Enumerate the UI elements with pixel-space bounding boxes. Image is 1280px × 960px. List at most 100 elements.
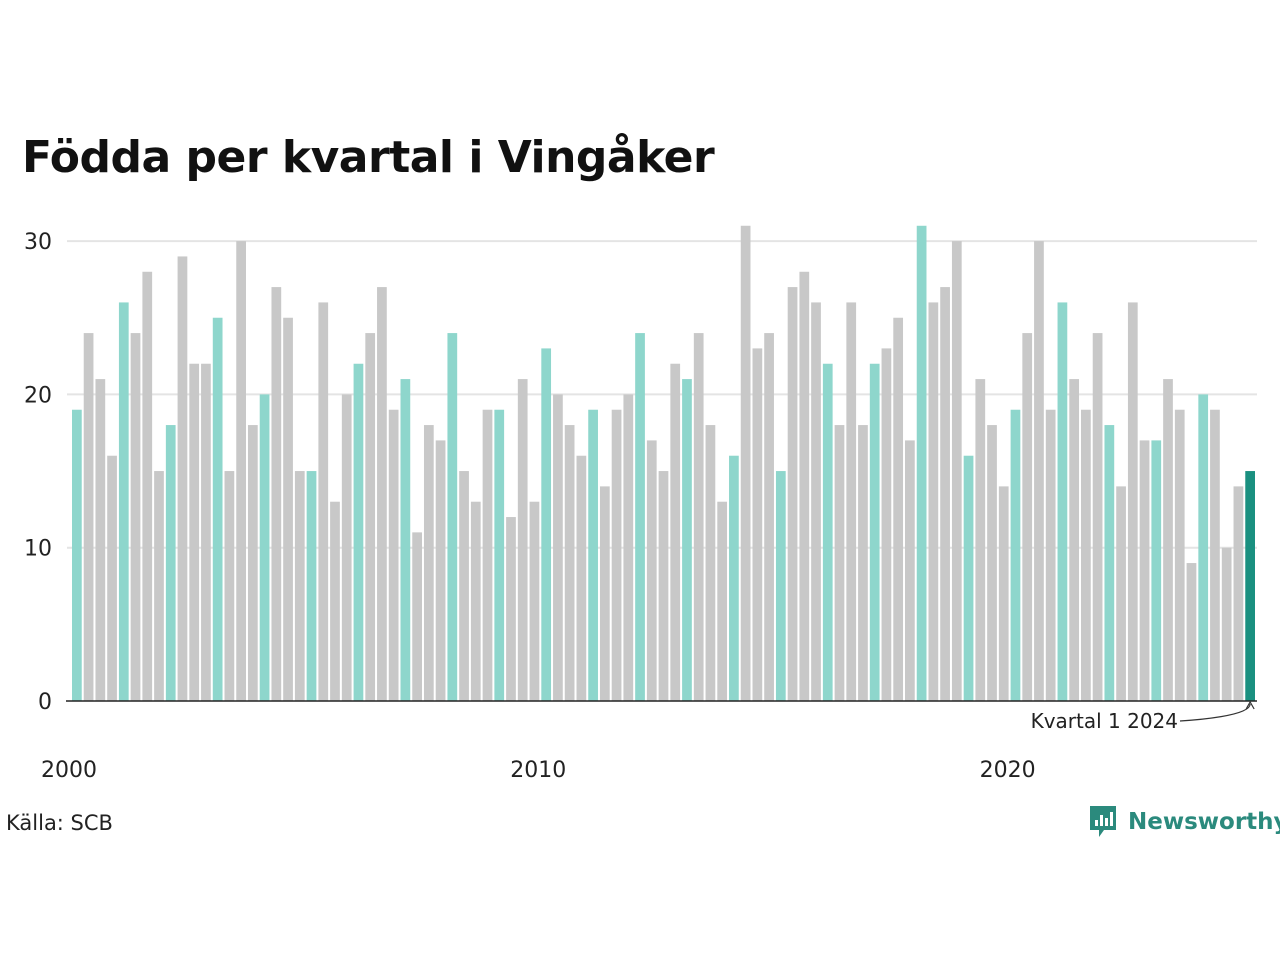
bar: [693, 333, 704, 701]
annotation-arrowhead: [1245, 700, 1255, 710]
bar: [635, 333, 645, 701]
bar: [130, 333, 141, 701]
axes: 2000 2010 2020: [41, 700, 1257, 783]
bar: [1151, 440, 1162, 701]
bar: [740, 225, 751, 701]
bar: [72, 409, 82, 701]
bar: [717, 501, 728, 701]
bar: [388, 409, 399, 701]
bar: [787, 287, 798, 701]
bar: [142, 271, 153, 701]
x-tick-label: 2000: [41, 758, 97, 783]
bar: [822, 363, 833, 701]
bar: [1198, 394, 1209, 701]
bar: [423, 425, 434, 701]
bar: [682, 379, 692, 701]
bar: [1163, 379, 1173, 701]
bar: [95, 379, 106, 701]
bar: [107, 455, 117, 701]
annotation: Kvartal 1 2024: [1031, 700, 1255, 733]
bar: [459, 471, 469, 701]
bar: [963, 455, 974, 701]
bar: [435, 440, 446, 701]
bar: [1104, 425, 1115, 701]
bar: [306, 471, 317, 701]
bar: [858, 425, 868, 701]
bar: [1057, 302, 1068, 701]
annotation-arrow: [1179, 703, 1251, 722]
bar: [752, 348, 763, 701]
bar: [1233, 486, 1244, 701]
bar: [283, 317, 293, 701]
bar: [670, 363, 681, 701]
bar: [1139, 440, 1150, 701]
bar: [1210, 409, 1220, 701]
bar: [224, 471, 235, 701]
bar: [330, 501, 340, 701]
bar: [447, 333, 458, 701]
bar: [905, 440, 915, 701]
bar: [517, 379, 528, 701]
y-tick-label: 20: [24, 383, 52, 408]
bar: [365, 333, 376, 701]
bar: [353, 363, 364, 701]
bar: [775, 471, 786, 701]
bar: [611, 409, 622, 701]
bar: [1174, 409, 1185, 701]
x-tick-label: 2020: [980, 758, 1036, 783]
bar: [846, 302, 857, 701]
bar: [377, 287, 387, 701]
x-tick-label: 2010: [510, 758, 566, 783]
bar: [811, 302, 821, 701]
bar: [1186, 563, 1197, 701]
chart-title: Födda per kvartal i Vingåker: [22, 132, 715, 183]
bar: [869, 363, 880, 701]
bar: [646, 440, 657, 701]
bar: [294, 471, 305, 701]
brand-name: Newsworthy: [1128, 809, 1280, 835]
bar: [236, 241, 246, 701]
bar: [541, 348, 552, 701]
y-tick-label: 0: [38, 690, 52, 715]
bar: [412, 532, 422, 701]
bar: [951, 241, 962, 701]
bar: [83, 333, 94, 701]
bar: [599, 486, 610, 701]
bar: [975, 379, 986, 701]
bar: [212, 317, 223, 701]
bar: [482, 409, 493, 701]
bars: [72, 225, 1255, 701]
bar: [470, 501, 481, 701]
bar: [271, 287, 282, 701]
bar: [189, 363, 200, 701]
bar: [1010, 409, 1021, 701]
bar: [1245, 471, 1255, 701]
bar: [259, 394, 270, 701]
bar: [1127, 302, 1138, 701]
bar: [1045, 409, 1056, 701]
y-tick-label: 10: [24, 537, 52, 562]
bar: [1116, 486, 1126, 701]
bar: [893, 317, 904, 701]
bar: [318, 302, 329, 701]
bar: [506, 517, 516, 701]
bar: [1034, 241, 1044, 701]
bar: [588, 409, 598, 701]
y-tick-label: 30: [24, 230, 52, 255]
bar: [705, 425, 716, 701]
bar: [154, 471, 164, 701]
bar: [658, 471, 669, 701]
bar: [564, 425, 575, 701]
newsworthy-logo[interactable]: Newsworthy: [1088, 805, 1280, 839]
bar: [987, 425, 997, 701]
bar: [623, 394, 634, 701]
bar: [553, 394, 563, 701]
bar: [1081, 409, 1091, 701]
newsworthy-logo-icon: [1090, 806, 1116, 837]
bar: [834, 425, 845, 701]
bar: [799, 271, 810, 701]
bar: [529, 501, 540, 701]
bar: [940, 287, 950, 701]
bar: [916, 225, 927, 701]
